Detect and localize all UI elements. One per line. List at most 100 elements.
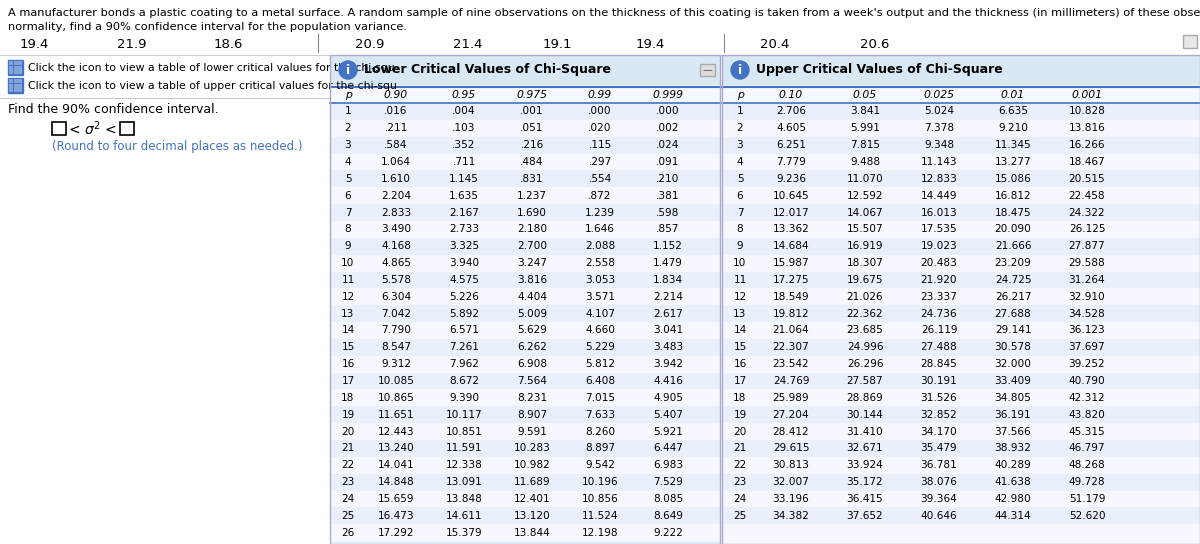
Text: 10: 10	[733, 258, 746, 268]
Text: 7.962: 7.962	[449, 359, 479, 369]
Text: 7.815: 7.815	[850, 140, 880, 150]
Text: 36.415: 36.415	[847, 494, 883, 504]
Text: 0.05: 0.05	[853, 90, 877, 100]
Text: .211: .211	[384, 123, 408, 133]
Text: 5: 5	[344, 174, 352, 184]
Bar	[330, 55, 720, 544]
Text: 3.041: 3.041	[653, 325, 683, 336]
Bar	[52, 122, 66, 135]
Text: 52.620: 52.620	[1069, 511, 1105, 521]
Text: p: p	[737, 90, 744, 100]
Text: 39.252: 39.252	[1069, 359, 1105, 369]
Text: < $\sigma^2$ <: < $\sigma^2$ <	[68, 119, 116, 138]
Text: 10.865: 10.865	[378, 393, 414, 403]
Bar	[330, 406, 720, 423]
Bar	[330, 271, 720, 288]
Text: 1.635: 1.635	[449, 191, 479, 201]
Text: 37.652: 37.652	[847, 511, 883, 521]
Text: 6.908: 6.908	[517, 359, 547, 369]
Bar	[330, 55, 720, 544]
Bar	[700, 64, 715, 76]
Text: 12.592: 12.592	[847, 191, 883, 201]
Text: .051: .051	[521, 123, 544, 133]
Text: 43.820: 43.820	[1068, 410, 1105, 420]
Text: 34.528: 34.528	[1069, 308, 1105, 319]
Text: 13.091: 13.091	[445, 477, 482, 487]
Text: 27.587: 27.587	[847, 376, 883, 386]
Text: 1.152: 1.152	[653, 241, 683, 251]
Text: 20.483: 20.483	[920, 258, 958, 268]
Text: 30.813: 30.813	[773, 460, 810, 470]
Text: 11.345: 11.345	[995, 140, 1031, 150]
Text: 4.575: 4.575	[449, 275, 479, 285]
Text: .711: .711	[452, 157, 475, 167]
Text: 27.877: 27.877	[1069, 241, 1105, 251]
Bar	[722, 204, 1200, 221]
Text: 15.659: 15.659	[378, 494, 414, 504]
Text: 36.781: 36.781	[920, 460, 958, 470]
Text: 21.026: 21.026	[847, 292, 883, 302]
Text: 1: 1	[737, 107, 743, 116]
Bar	[10, 66, 13, 70]
Text: 22.458: 22.458	[1069, 191, 1105, 201]
Text: 13.844: 13.844	[514, 528, 551, 537]
Text: 5.226: 5.226	[449, 292, 479, 302]
Text: 23: 23	[733, 477, 746, 487]
Bar	[722, 55, 1200, 85]
Text: 18: 18	[733, 393, 746, 403]
Text: 6.635: 6.635	[998, 107, 1028, 116]
Text: 2.167: 2.167	[449, 207, 479, 218]
Text: 1.646: 1.646	[586, 224, 614, 234]
Text: 11.070: 11.070	[847, 174, 883, 184]
Text: 28.845: 28.845	[920, 359, 958, 369]
Text: 40.646: 40.646	[920, 511, 958, 521]
Text: 10.856: 10.856	[582, 494, 618, 504]
Text: 10.828: 10.828	[1068, 107, 1105, 116]
Bar	[722, 508, 1200, 524]
Text: 51.179: 51.179	[1069, 494, 1105, 504]
Text: 35.479: 35.479	[920, 443, 958, 454]
Text: 10: 10	[341, 258, 355, 268]
Text: 27.688: 27.688	[995, 308, 1031, 319]
Bar	[10, 84, 13, 88]
Text: 2.558: 2.558	[586, 258, 616, 268]
Text: 19.675: 19.675	[847, 275, 883, 285]
Text: 24: 24	[733, 494, 746, 504]
Text: 10.283: 10.283	[514, 443, 551, 454]
Text: 24.736: 24.736	[920, 308, 958, 319]
Text: 37.697: 37.697	[1069, 342, 1105, 353]
Text: 8.897: 8.897	[584, 443, 616, 454]
Text: Find the 90% confidence interval.: Find the 90% confidence interval.	[8, 103, 218, 116]
Text: 42.312: 42.312	[1069, 393, 1105, 403]
Text: 29.615: 29.615	[773, 443, 809, 454]
Text: 9.312: 9.312	[382, 359, 410, 369]
Text: 30.191: 30.191	[920, 376, 958, 386]
Text: 16.473: 16.473	[378, 511, 414, 521]
Bar	[18, 70, 23, 75]
Bar	[722, 170, 1200, 187]
Text: normality, find a 90% confidence interval for the population variance.: normality, find a 90% confidence interva…	[8, 22, 407, 32]
Text: .091: .091	[656, 157, 679, 167]
Text: 4.660: 4.660	[586, 325, 616, 336]
Text: 1: 1	[344, 107, 352, 116]
Text: 31.410: 31.410	[847, 426, 883, 437]
Text: 45.315: 45.315	[1069, 426, 1105, 437]
Text: 19: 19	[341, 410, 355, 420]
Bar	[722, 373, 1200, 390]
Text: 7.015: 7.015	[586, 393, 616, 403]
Text: 26.119: 26.119	[920, 325, 958, 336]
Text: 2.617: 2.617	[653, 308, 683, 319]
Text: 46.797: 46.797	[1069, 443, 1105, 454]
Text: .103: .103	[452, 123, 475, 133]
Text: 20.515: 20.515	[1069, 174, 1105, 184]
Text: 13: 13	[733, 308, 746, 319]
Text: 14.067: 14.067	[847, 207, 883, 218]
Text: 25: 25	[341, 511, 355, 521]
Text: 17: 17	[733, 376, 746, 386]
Text: 9.488: 9.488	[850, 157, 880, 167]
Text: 2.204: 2.204	[382, 191, 410, 201]
Text: .000: .000	[656, 107, 680, 116]
Bar	[330, 541, 720, 544]
Text: 26: 26	[341, 528, 355, 537]
Text: .001: .001	[521, 107, 544, 116]
